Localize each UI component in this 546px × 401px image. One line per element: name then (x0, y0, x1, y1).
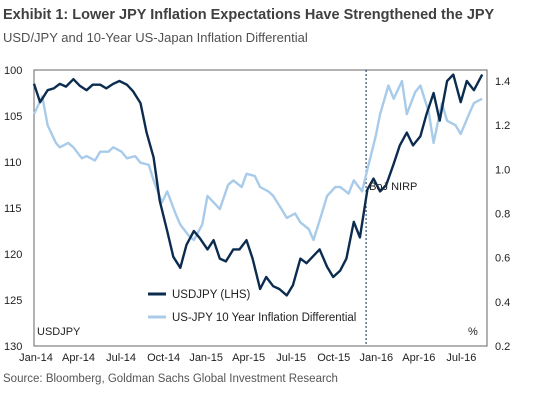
x-tick-label: Apr-15 (232, 352, 265, 364)
y-left-axis-label: USDJPY (37, 326, 81, 338)
y-right-tick-label: 1.2 (495, 120, 510, 132)
x-tick-label: Jul-15 (276, 352, 306, 364)
legend: USDJPY (LHS) US-JPY 10 Year Inflation Dif… (148, 289, 356, 324)
x-tick-label: Jan-15 (189, 352, 223, 364)
chart-subtitle: USD/JPY and 10-Year US-Japan Inflation D… (3, 30, 308, 45)
chart: 100 105 110 115 120 125 130 0.2 0.4 0.6 0.8 1.0 1.2 1… (4, 65, 510, 364)
series-layer (32, 73, 484, 297)
y-right-tick-label: 1.4 (495, 76, 510, 88)
x-tick-label: Apr-14 (62, 352, 95, 364)
series-usdjpy-line (32, 73, 484, 297)
x-tick-label: Jan-16 (359, 352, 393, 364)
annotation-label-boj-nirp: BoJ NIRP (369, 181, 417, 193)
y-left-tick-label: 105 (4, 111, 22, 123)
series-inflation-diff-line (32, 79, 483, 242)
y-right-tick-label: 0.2 (495, 341, 510, 353)
axis-layer: 100 105 110 115 120 125 130 0.2 0.4 0.6 0.8 1.0 1.2 1… (4, 65, 510, 364)
x-tick-label: Apr-16 (402, 352, 435, 364)
y-right-tick-label: 0.8 (495, 209, 510, 221)
y-left-tick-label: 120 (4, 249, 22, 261)
legend-label: USDJPY (LHS) (172, 289, 251, 301)
y-left-tick-label: 100 (4, 65, 22, 77)
y-left-tick-label: 125 (4, 295, 22, 307)
plot-border (33, 69, 488, 347)
y-right-tick-label: 1.0 (495, 164, 510, 176)
chart-title: Exhibit 1: Lower JPY Inflation Expectati… (3, 7, 495, 23)
plot-frame (33, 69, 488, 347)
x-tick-label: Jan-14 (19, 352, 53, 364)
x-tick-label: Oct-14 (147, 352, 180, 364)
x-tick-label: Jul-14 (106, 352, 136, 364)
y-right-axis-label: % (468, 326, 478, 338)
x-tick-label: Oct-15 (317, 352, 350, 364)
y-right-tick-label: 0.6 (495, 253, 510, 265)
x-tick-label: Jul-16 (446, 352, 476, 364)
y-left-tick-label: 110 (4, 157, 22, 169)
legend-label: US-JPY 10 Year Inflation Differential (172, 312, 356, 324)
y-left-tick-label: 115 (4, 203, 22, 215)
source-note: Source: Bloomberg, Goldman Sachs Global … (3, 373, 338, 385)
y-left-tick-label: 130 (4, 341, 22, 353)
y-right-tick-label: 0.4 (495, 297, 510, 309)
